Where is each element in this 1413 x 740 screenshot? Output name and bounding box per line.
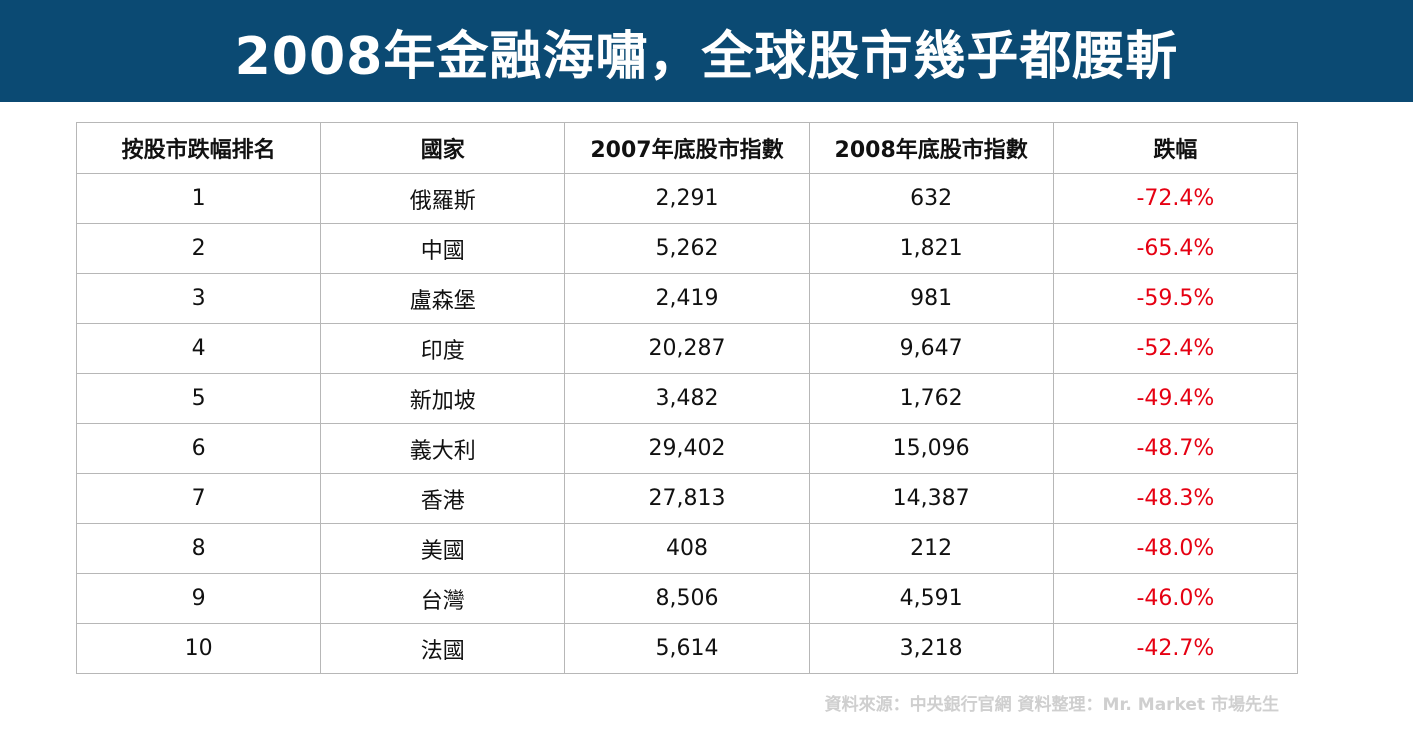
drop-cell: -59.5%	[1052, 273, 1299, 324]
index-2008-cell: 15,096	[808, 423, 1054, 474]
table-row: 5 新加坡 3,482 1,762 -49.4%	[75, 373, 1299, 424]
rank-cell: 8	[75, 523, 322, 574]
drop-cell: -46.0%	[1052, 573, 1299, 624]
title-banner: 2008年金融海嘯，全球股市幾乎都腰斬	[0, 0, 1413, 102]
drop-cell: -48.0%	[1052, 523, 1299, 574]
table-row: 10 法國 5,614 3,218 -42.7%	[75, 623, 1299, 674]
index-2008-cell: 9,647	[808, 323, 1054, 374]
country-cell: 盧森堡	[320, 273, 566, 324]
index-2007-cell: 2,419	[564, 273, 810, 324]
header-country: 國家	[320, 122, 566, 174]
drop-cell: -49.4%	[1052, 373, 1299, 424]
index-2007-cell: 5,614	[564, 623, 810, 674]
table-row: 4 印度 20,287 9,647 -52.4%	[75, 323, 1299, 374]
drop-cell: -48.7%	[1052, 423, 1299, 474]
index-2007-cell: 3,482	[564, 373, 810, 424]
table-row: 3 盧森堡 2,419 981 -59.5%	[75, 273, 1299, 324]
drop-cell: -48.3%	[1052, 473, 1299, 524]
index-2008-cell: 1,821	[808, 223, 1054, 274]
table-header-row: 按股市跌幅排名 國家 2007年底股市指數 2008年底股市指數 跌幅	[75, 122, 1299, 174]
country-cell: 中國	[320, 223, 566, 274]
header-index-2007: 2007年底股市指數	[564, 122, 810, 174]
rank-cell: 2	[75, 223, 322, 274]
index-2008-cell: 632	[808, 173, 1054, 224]
rank-cell: 5	[75, 373, 322, 424]
table-row: 9 台灣 8,506 4,591 -46.0%	[75, 573, 1299, 624]
ranking-table-container: 按股市跌幅排名 國家 2007年底股市指數 2008年底股市指數 跌幅 1 俄羅…	[75, 122, 1299, 674]
index-2008-cell: 1,762	[808, 373, 1054, 424]
index-2007-cell: 408	[564, 523, 810, 574]
index-2008-cell: 14,387	[808, 473, 1054, 524]
rank-cell: 3	[75, 273, 322, 324]
table-row: 8 美國 408 212 -48.0%	[75, 523, 1299, 574]
header-rank: 按股市跌幅排名	[75, 122, 322, 174]
index-2007-cell: 5,262	[564, 223, 810, 274]
rank-cell: 6	[75, 423, 322, 474]
index-2008-cell: 4,591	[808, 573, 1054, 624]
index-2007-cell: 8,506	[564, 573, 810, 624]
rank-cell: 10	[75, 623, 322, 674]
country-cell: 香港	[320, 473, 566, 524]
header-drop: 跌幅	[1052, 122, 1299, 174]
index-2008-cell: 3,218	[808, 623, 1054, 674]
country-cell: 義大利	[320, 423, 566, 474]
rank-cell: 9	[75, 573, 322, 624]
table-row: 1 俄羅斯 2,291 632 -72.4%	[75, 173, 1299, 224]
country-cell: 新加坡	[320, 373, 566, 424]
index-2008-cell: 212	[808, 523, 1054, 574]
country-cell: 法國	[320, 623, 566, 674]
drop-cell: -52.4%	[1052, 323, 1299, 374]
header-index-2008: 2008年底股市指數	[808, 122, 1054, 174]
table-row: 7 香港 27,813 14,387 -48.3%	[75, 473, 1299, 524]
table-row: 2 中國 5,262 1,821 -65.4%	[75, 223, 1299, 274]
index-2007-cell: 2,291	[564, 173, 810, 224]
table-row: 6 義大利 29,402 15,096 -48.7%	[75, 423, 1299, 474]
ranking-table: 按股市跌幅排名 國家 2007年底股市指數 2008年底股市指數 跌幅 1 俄羅…	[75, 122, 1299, 674]
country-cell: 印度	[320, 323, 566, 374]
country-cell: 台灣	[320, 573, 566, 624]
drop-cell: -42.7%	[1052, 623, 1299, 674]
source-note: 資料來源：中央銀行官網 資料整理：Mr. Market 市場先生	[824, 695, 1279, 715]
index-2008-cell: 981	[808, 273, 1054, 324]
rank-cell: 4	[75, 323, 322, 374]
rank-cell: 1	[75, 173, 322, 224]
drop-cell: -72.4%	[1052, 173, 1299, 224]
index-2007-cell: 20,287	[564, 323, 810, 374]
country-cell: 美國	[320, 523, 566, 574]
index-2007-cell: 29,402	[564, 423, 810, 474]
country-cell: 俄羅斯	[320, 173, 566, 224]
drop-cell: -65.4%	[1052, 223, 1299, 274]
rank-cell: 7	[75, 473, 322, 524]
page-title: 2008年金融海嘯，全球股市幾乎都腰斬	[234, 26, 1179, 87]
index-2007-cell: 27,813	[564, 473, 810, 524]
